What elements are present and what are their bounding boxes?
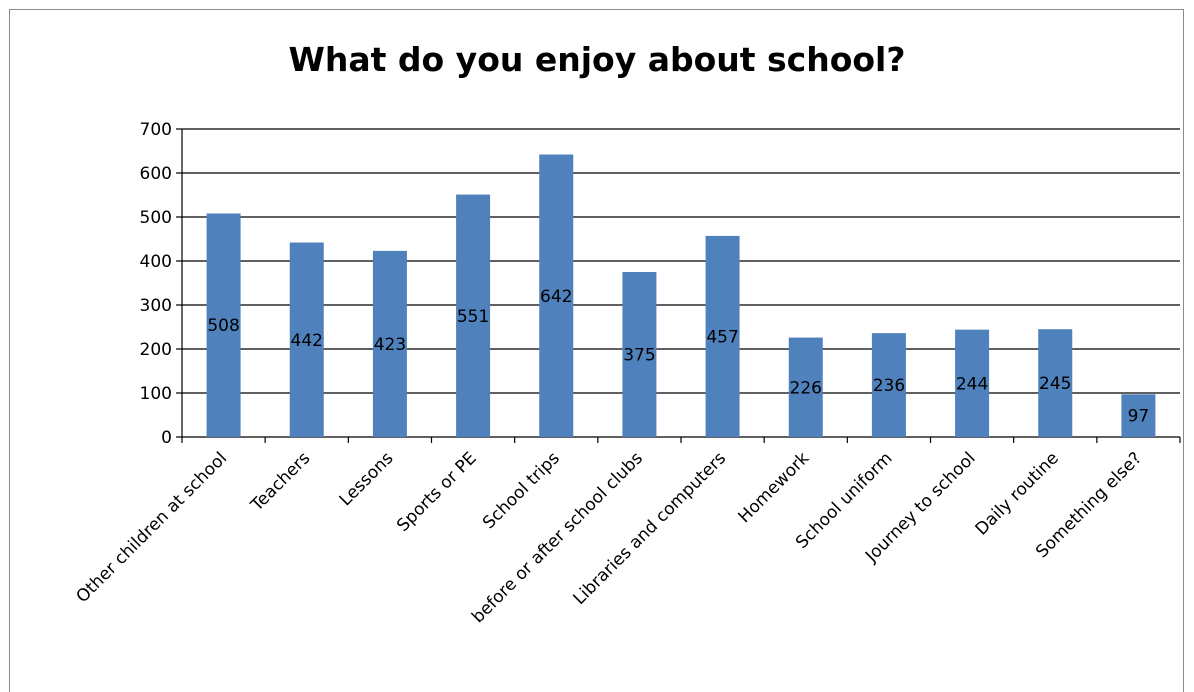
data-label: 244 [956,374,988,394]
x-tick-label: Sports or PE [393,448,480,535]
data-label: 551 [457,307,489,327]
x-tick-label: School trips [479,448,564,533]
data-label: 245 [1039,374,1071,394]
chart-title: What do you enjoy about school? [288,40,906,79]
y-tick-label: 300 [140,296,172,316]
bar [456,194,491,437]
bar [705,235,740,437]
y-tick-label: 100 [140,384,172,404]
data-label: 97 [1128,407,1150,427]
data-label: 375 [623,346,655,366]
y-tick-label: 400 [140,252,172,272]
x-tick-label: Homework [735,448,814,527]
bar [372,250,407,437]
y-tick-label: 0 [161,428,172,448]
y-tick-label: 600 [140,164,172,184]
bar [955,329,990,437]
data-label: 457 [706,327,738,347]
x-tick-label: Other children at school [73,448,232,607]
bar [539,154,574,437]
x-tick-label: Lessons [336,448,398,510]
y-tick-label: 500 [140,208,172,228]
data-label: 236 [873,376,905,396]
y-tick-label: 200 [140,340,172,360]
x-tick-label: Teachers [247,448,315,516]
bar [206,213,241,437]
x-tick-label: before or after school clubs [468,448,647,627]
bar [289,242,324,437]
bar [871,333,906,437]
x-tick-label: Daily routine [972,448,1063,539]
data-label: 423 [374,335,406,355]
data-label: 508 [207,316,239,336]
x-tick-label: Libraries and computers [570,448,731,609]
bar [788,337,823,437]
data-label: 226 [790,378,822,398]
data-label: 642 [540,287,572,307]
bar [1038,329,1073,437]
bar [622,272,657,437]
bar [1121,394,1156,437]
y-tick-label: 700 [140,120,172,140]
data-label: 442 [291,331,323,351]
